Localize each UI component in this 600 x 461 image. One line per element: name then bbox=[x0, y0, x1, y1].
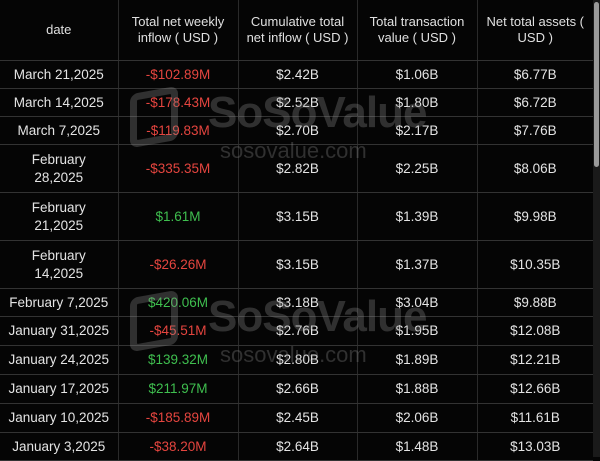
transaction-value-cell: $1.48B bbox=[357, 432, 478, 461]
table-row[interactable]: January 17,2025 $211.97M $2.66B $1.88B $12.6… bbox=[0, 374, 593, 404]
date-cell: March 7,2025 bbox=[0, 116, 119, 145]
cumulative-inflow-cell: $2.76B bbox=[238, 316, 358, 346]
cumulative-inflow-cell: $3.15B bbox=[238, 192, 358, 241]
transaction-value-cell: $1.89B bbox=[357, 345, 478, 375]
table-row[interactable]: March 7,2025 -$119.83M $2.70B $2.17B $7.76B bbox=[0, 116, 593, 145]
header-weekly-inflow[interactable]: Total net weekly inflow ( USD ) bbox=[118, 0, 239, 61]
transaction-value-cell: $1.37B bbox=[357, 240, 478, 289]
net-assets-cell: $12.66B bbox=[477, 374, 593, 404]
transaction-value-cell: $1.80B bbox=[357, 88, 478, 117]
weekly-inflow-cell: $1.61M bbox=[118, 192, 239, 241]
cumulative-inflow-cell: $2.70B bbox=[238, 116, 358, 145]
net-assets-cell: $12.08B bbox=[477, 316, 593, 346]
cumulative-inflow-cell: $2.42B bbox=[238, 60, 358, 89]
table-row[interactable]: February 14,2025 -$26.26M $3.15B $1.37B $10.… bbox=[0, 240, 593, 289]
weekly-inflow-cell: $420.06M bbox=[118, 288, 239, 317]
weekly-inflow-cell: -$45.51M bbox=[118, 316, 239, 346]
weekly-inflow-cell: -$38.20M bbox=[118, 432, 239, 461]
date-cell: January 31,2025 bbox=[0, 316, 119, 346]
transaction-value-cell: $3.04B bbox=[357, 288, 478, 317]
table-row[interactable]: February 21,2025 $1.61M $3.15B $1.39B $9.98B bbox=[0, 192, 593, 241]
header-cumulative-inflow[interactable]: Cumulative total net inflow ( USD ) bbox=[238, 0, 358, 61]
transaction-value-cell: $2.25B bbox=[357, 144, 478, 193]
scrollbar-thumb[interactable] bbox=[594, 2, 599, 167]
date-cell: January 10,2025 bbox=[0, 403, 119, 433]
table-row[interactable]: January 31,2025 -$45.51M $2.76B $1.95B $12.0… bbox=[0, 316, 593, 346]
table-header-row: date Total net weekly inflow ( USD ) Cum… bbox=[0, 0, 593, 61]
cumulative-inflow-cell: $3.15B bbox=[238, 240, 358, 289]
net-assets-cell: $8.06B bbox=[477, 144, 593, 193]
transaction-value-cell: $2.06B bbox=[357, 403, 478, 433]
table-row[interactable]: January 10,2025 -$185.89M $2.45B $2.06B $11.… bbox=[0, 403, 593, 433]
header-transaction-value[interactable]: Total transaction value ( USD ) bbox=[357, 0, 478, 61]
vertical-scrollbar[interactable] bbox=[593, 0, 600, 457]
transaction-value-cell: $1.39B bbox=[357, 192, 478, 241]
date-cell: January 17,2025 bbox=[0, 374, 119, 404]
date-cell: March 14,2025 bbox=[0, 88, 119, 117]
date-cell: January 24,2025 bbox=[0, 345, 119, 375]
transaction-value-cell: $1.06B bbox=[357, 60, 478, 89]
weekly-inflow-cell: $139.32M bbox=[118, 345, 239, 375]
table-row[interactable]: January 24,2025 $139.32M $2.80B $1.89B $12.2… bbox=[0, 345, 593, 375]
cumulative-inflow-cell: $2.45B bbox=[238, 403, 358, 433]
date-cell: March 21,2025 bbox=[0, 60, 119, 89]
transaction-value-cell: $2.17B bbox=[357, 116, 478, 145]
cumulative-inflow-cell: $2.80B bbox=[238, 345, 358, 375]
weekly-inflow-cell: -$335.35M bbox=[118, 144, 239, 193]
table-row[interactable]: February 7,2025 $420.06M $3.18B $3.04B $9.88… bbox=[0, 288, 593, 317]
transaction-value-cell: $1.95B bbox=[357, 316, 478, 346]
net-assets-cell: $9.98B bbox=[477, 192, 593, 241]
table-row[interactable]: January 3,2025 -$38.20M $2.64B $1.48B $13.03… bbox=[0, 432, 593, 461]
date-cell: February 21,2025 bbox=[0, 192, 119, 241]
date-cell: February 28,2025 bbox=[0, 144, 119, 193]
header-net-assets[interactable]: Net total assets ( USD ) bbox=[477, 0, 593, 61]
date-cell: February 14,2025 bbox=[0, 240, 119, 289]
net-assets-cell: $6.77B bbox=[477, 60, 593, 89]
cumulative-inflow-cell: $2.52B bbox=[238, 88, 358, 117]
cumulative-inflow-cell: $3.18B bbox=[238, 288, 358, 317]
net-assets-cell: $10.35B bbox=[477, 240, 593, 289]
date-cell: January 3,2025 bbox=[0, 432, 119, 461]
net-assets-cell: $12.21B bbox=[477, 345, 593, 375]
table-row[interactable]: March 14,2025 -$178.43M $2.52B $1.80B $6.72B bbox=[0, 88, 593, 117]
weekly-inflow-cell: -$185.89M bbox=[118, 403, 239, 433]
net-assets-cell: $9.88B bbox=[477, 288, 593, 317]
table-row[interactable]: February 28,2025 -$335.35M $2.82B $2.25B $8.… bbox=[0, 144, 593, 193]
header-date[interactable]: date bbox=[0, 0, 119, 61]
net-assets-cell: $13.03B bbox=[477, 432, 593, 461]
date-cell: February 7,2025 bbox=[0, 288, 119, 317]
table-row[interactable]: March 21,2025 -$102.89M $2.42B $1.06B $6.77B bbox=[0, 60, 593, 89]
weekly-inflow-cell: -$119.83M bbox=[118, 116, 239, 145]
weekly-inflow-cell: -$26.26M bbox=[118, 240, 239, 289]
transaction-value-cell: $1.88B bbox=[357, 374, 478, 404]
cumulative-inflow-cell: $2.82B bbox=[238, 144, 358, 193]
weekly-inflow-cell: -$102.89M bbox=[118, 60, 239, 89]
cumulative-inflow-cell: $2.64B bbox=[238, 432, 358, 461]
weekly-inflow-cell: -$178.43M bbox=[118, 88, 239, 117]
net-assets-cell: $6.72B bbox=[477, 88, 593, 117]
net-assets-cell: $11.61B bbox=[477, 403, 593, 433]
net-assets-cell: $7.76B bbox=[477, 116, 593, 145]
cumulative-inflow-cell: $2.66B bbox=[238, 374, 358, 404]
weekly-inflow-cell: $211.97M bbox=[118, 374, 239, 404]
